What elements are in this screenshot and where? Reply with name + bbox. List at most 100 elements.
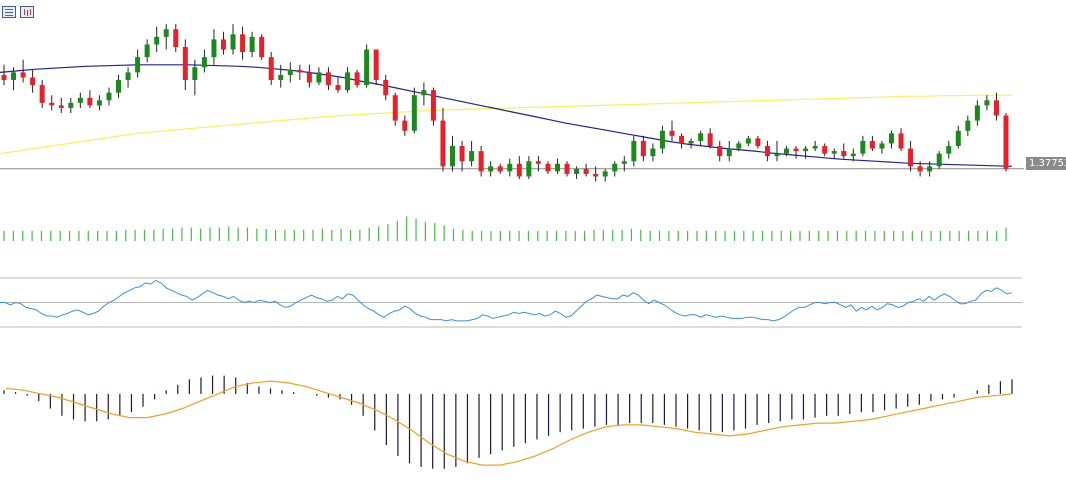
candle bbox=[325, 67, 331, 91]
candle-body bbox=[1003, 115, 1009, 169]
candle bbox=[450, 135, 456, 172]
candle-body bbox=[154, 36, 160, 45]
candle-body bbox=[163, 29, 169, 37]
candle bbox=[745, 135, 751, 146]
candle-body bbox=[125, 72, 131, 80]
candle bbox=[306, 64, 312, 88]
candle bbox=[936, 151, 942, 169]
candle-body bbox=[325, 72, 331, 86]
candle bbox=[946, 140, 952, 159]
candle-body bbox=[698, 133, 704, 141]
candle bbox=[688, 138, 694, 149]
candle bbox=[812, 140, 818, 152]
candle-body bbox=[373, 49, 379, 80]
candle-body bbox=[345, 72, 351, 91]
candle bbox=[259, 34, 265, 60]
candle-body bbox=[11, 72, 17, 80]
candle-body bbox=[516, 163, 522, 177]
candle bbox=[736, 140, 742, 152]
candle bbox=[39, 80, 45, 108]
candle-body bbox=[469, 151, 475, 162]
candle-body bbox=[679, 135, 685, 144]
candle-body bbox=[411, 95, 417, 131]
candle bbox=[898, 128, 904, 152]
candle bbox=[593, 166, 599, 182]
candle bbox=[411, 87, 417, 134]
candle-body bbox=[659, 130, 665, 149]
candle bbox=[793, 146, 799, 159]
candle bbox=[612, 161, 618, 177]
candle-body bbox=[268, 57, 274, 80]
candle bbox=[106, 87, 112, 106]
candle bbox=[803, 146, 809, 159]
candle bbox=[707, 128, 713, 149]
candle bbox=[144, 39, 150, 63]
candle-body bbox=[974, 105, 980, 121]
candle bbox=[87, 90, 93, 108]
candle bbox=[659, 125, 665, 154]
candle bbox=[755, 135, 761, 149]
candle bbox=[335, 77, 341, 93]
candle-body bbox=[507, 163, 513, 172]
candle bbox=[182, 39, 188, 91]
candle bbox=[469, 140, 475, 167]
candle-body bbox=[497, 166, 503, 172]
candle-body bbox=[803, 148, 809, 152]
candle bbox=[726, 140, 732, 162]
candle-body bbox=[984, 100, 990, 106]
candle-body bbox=[297, 69, 303, 73]
candle bbox=[908, 140, 914, 172]
candle bbox=[535, 156, 541, 172]
chart-toolbar bbox=[2, 6, 34, 18]
candle bbox=[526, 156, 532, 179]
candle bbox=[860, 135, 866, 157]
rsi-path bbox=[0, 279, 1013, 322]
macd-histogram bbox=[3, 375, 1013, 469]
candle-body bbox=[812, 146, 818, 149]
candle-body bbox=[927, 166, 933, 172]
candle bbox=[392, 92, 398, 126]
candle-body bbox=[850, 153, 856, 157]
candle-body bbox=[135, 57, 141, 73]
candle bbox=[20, 59, 26, 83]
candle-body bbox=[869, 140, 875, 149]
grid-icon[interactable] bbox=[2, 6, 16, 18]
candle-body bbox=[182, 47, 188, 80]
candle bbox=[497, 163, 503, 174]
candle-body bbox=[888, 133, 894, 144]
candle bbox=[822, 143, 828, 157]
candle-body bbox=[20, 72, 26, 78]
candle-body bbox=[955, 130, 961, 146]
candle-body bbox=[554, 163, 560, 172]
candle bbox=[230, 24, 236, 55]
candle-body bbox=[68, 102, 74, 108]
chart-mode-icon[interactable] bbox=[20, 6, 34, 18]
candle bbox=[698, 130, 704, 146]
candle-body bbox=[383, 80, 389, 96]
candle-body bbox=[726, 148, 732, 157]
candle bbox=[173, 24, 179, 53]
candle bbox=[11, 67, 17, 91]
candle-body bbox=[717, 146, 723, 157]
candle-body bbox=[707, 133, 713, 146]
candle bbox=[135, 49, 141, 78]
candle bbox=[49, 95, 55, 111]
candle-body bbox=[526, 161, 532, 177]
candle-body bbox=[287, 69, 293, 75]
candle bbox=[430, 87, 436, 126]
candle bbox=[1003, 113, 1009, 172]
candle-body bbox=[87, 97, 93, 106]
candle-body bbox=[459, 146, 465, 162]
candle bbox=[784, 146, 790, 157]
candle bbox=[125, 67, 131, 88]
volume-bars bbox=[3, 216, 1007, 241]
candle bbox=[574, 166, 580, 179]
candle bbox=[669, 120, 675, 141]
candle bbox=[545, 161, 551, 174]
candle-body bbox=[30, 77, 36, 86]
candle-body bbox=[306, 72, 312, 83]
candlestick-series bbox=[1, 24, 1009, 182]
candle bbox=[345, 67, 351, 93]
candle bbox=[154, 26, 160, 53]
